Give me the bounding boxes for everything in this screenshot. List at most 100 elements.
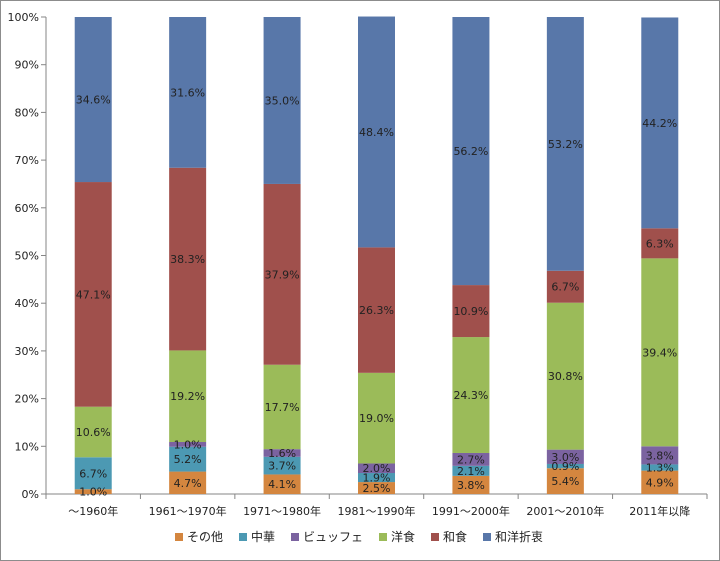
bar-segment	[641, 258, 679, 447]
bar-segment	[74, 406, 112, 458]
bar-segment	[452, 475, 490, 494]
y-tick-label: 60%	[15, 202, 39, 215]
data-label: 5.2%	[174, 453, 202, 466]
data-label: 3.8%	[646, 449, 674, 462]
legend-swatch	[175, 533, 183, 541]
bar-segment	[358, 372, 395, 464]
data-label: 47.1%	[76, 288, 111, 301]
bar-segment	[169, 446, 207, 472]
data-label: 3.0%	[551, 451, 579, 464]
bar-segment	[358, 473, 395, 483]
legend-label: 洋食	[391, 529, 415, 544]
legend-swatch	[291, 533, 299, 541]
y-tick-label: 0%	[22, 488, 39, 501]
data-label: 6.7%	[551, 281, 579, 294]
bar-segment	[641, 228, 679, 259]
data-label: 3.7%	[268, 460, 296, 473]
bar-segment	[641, 446, 679, 465]
data-label: 2.7%	[457, 453, 485, 466]
x-tick-label: 1991～2000年	[432, 504, 510, 518]
data-label: 38.3%	[170, 253, 205, 266]
legend-label: ビュッフェ	[303, 530, 363, 544]
data-label: 1.3%	[646, 462, 674, 475]
bar-segment	[452, 465, 490, 476]
data-labels: 1.0% 6.7% 10.6% 47.1% 34.6% 4.7% 5.2% 1.0% 19.2%…	[76, 86, 678, 498]
data-label: 4.7%	[174, 477, 202, 490]
x-axis: ～1960年 1961～1970年 1971～1980年 1981～1990年 1991…	[45, 493, 708, 518]
data-label: 17.7%	[265, 401, 300, 414]
data-label: 30.8%	[548, 370, 583, 383]
data-label: 1.6%	[268, 447, 296, 460]
bar-segment	[358, 482, 395, 494]
legend: その他 中華 ビュッフェ 洋食 和食 和洋折衷	[175, 529, 543, 544]
data-label: 48.4%	[359, 126, 394, 139]
data-label: 24.3%	[453, 389, 488, 402]
data-label: 31.6%	[170, 86, 205, 99]
y-tick-label: 10%	[15, 440, 39, 453]
data-label: 0.9%	[551, 460, 579, 473]
y-tick-label: 40%	[15, 297, 39, 310]
bar-segment	[169, 350, 207, 443]
x-tick-label: 1971～1980年	[243, 504, 321, 518]
bar-segment	[452, 285, 490, 338]
data-label: 1.0%	[174, 438, 202, 451]
bar-segment	[263, 364, 301, 450]
bar-segment	[358, 463, 395, 474]
data-label: 5.4%	[551, 475, 579, 488]
bar-segment	[169, 442, 207, 447]
legend-swatch	[379, 533, 387, 541]
bar-segment	[74, 182, 112, 407]
bar-segment	[546, 302, 584, 450]
x-tick-label: 2011年以降	[629, 504, 690, 518]
data-label: 56.2%	[453, 145, 488, 158]
legend-label: 和食	[443, 529, 467, 544]
bar-segment	[641, 470, 679, 494]
x-tick-label: 1961～1970年	[149, 504, 227, 518]
data-label: 44.2%	[642, 117, 677, 130]
bar-segment	[169, 17, 207, 168]
bar-segment	[74, 457, 112, 490]
bar-segment	[452, 452, 490, 466]
bar-segment	[641, 464, 679, 471]
bar-segment	[546, 468, 584, 494]
data-label: 1.9%	[363, 472, 391, 485]
x-tick-label: 1981～1990年	[338, 504, 416, 518]
data-label: 35.0%	[265, 94, 300, 107]
data-label: 39.4%	[642, 346, 677, 359]
bar-segment	[452, 337, 490, 453]
y-axis: 0% 10% 20% 30% 40% 50% 60% 70% 80% 90% 100%	[8, 11, 47, 501]
bar-segment	[358, 247, 395, 373]
bar-segment	[452, 17, 490, 286]
data-label: 10.9%	[453, 305, 488, 318]
legend-label: その他	[187, 530, 223, 544]
y-tick-label: 90%	[15, 59, 39, 72]
data-label: 26.3%	[359, 304, 394, 317]
data-label: 10.6%	[76, 426, 111, 439]
data-label: 34.6%	[76, 94, 111, 107]
bar-segment	[169, 167, 207, 351]
data-label: 6.3%	[646, 237, 674, 250]
data-label: 4.1%	[268, 478, 296, 491]
bar-segment	[263, 449, 301, 457]
bar-segment	[263, 183, 301, 365]
bar-segment	[641, 17, 679, 229]
bar-segment	[74, 489, 112, 494]
data-label: 19.2%	[170, 390, 205, 403]
bar-segment	[546, 463, 584, 469]
bar-segment	[546, 449, 584, 464]
x-tick-label: 2001～2010年	[526, 504, 604, 518]
bars	[74, 16, 679, 494]
y-tick-label: 50%	[15, 250, 39, 263]
bar-segment	[169, 471, 207, 494]
bar-segment	[546, 17, 584, 271]
bar-segment	[74, 17, 112, 183]
data-label: 4.9%	[646, 476, 674, 489]
data-label: 2.1%	[457, 465, 485, 478]
bar-segment	[546, 270, 584, 303]
data-label: 37.9%	[265, 268, 300, 281]
y-tick-label: 80%	[15, 106, 39, 119]
y-tick-label: 20%	[15, 393, 39, 406]
legend-swatch	[431, 533, 439, 541]
